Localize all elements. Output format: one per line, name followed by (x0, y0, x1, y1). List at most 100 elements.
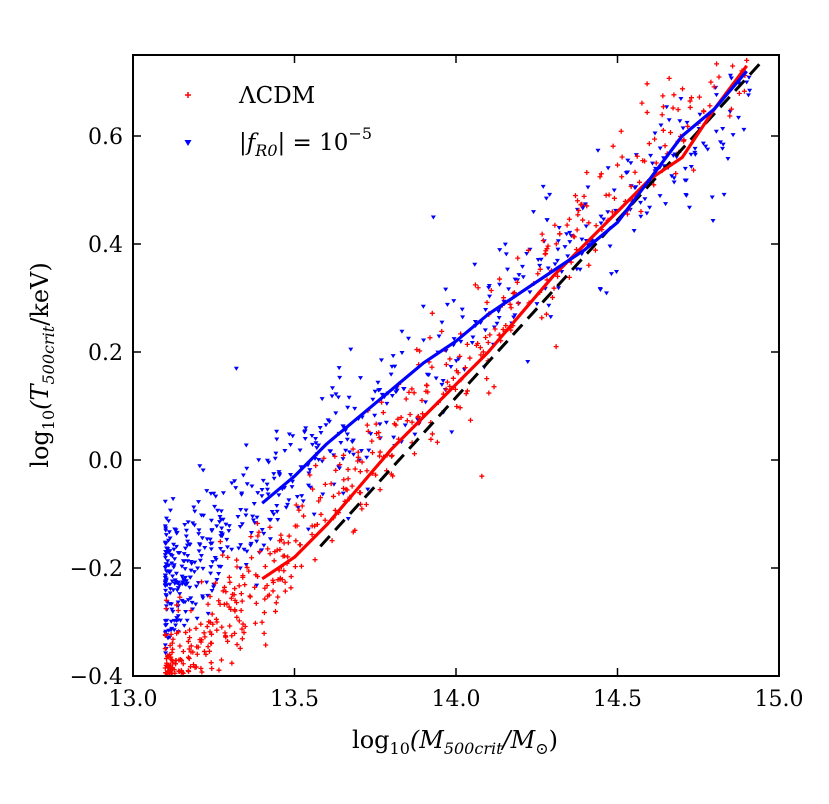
fr0-point (682, 166, 688, 171)
lcdm-point (288, 585, 294, 591)
fr0-point (211, 585, 217, 590)
lcdm-point (549, 294, 555, 300)
fr0-point (741, 127, 747, 132)
fr0-point (173, 544, 179, 549)
y-axis-label: log10(T500crit/keV) (26, 262, 58, 467)
fr0-point (163, 577, 169, 582)
lcdm-point (586, 262, 592, 268)
lcdm-point (345, 466, 351, 472)
fr0-point (345, 516, 351, 521)
lcdm-point (240, 574, 246, 580)
lcdm-point (443, 386, 449, 392)
lcdm-point (180, 661, 186, 667)
fr0-point (302, 437, 308, 442)
lcdm-point (447, 356, 453, 362)
lcdm-point (312, 557, 318, 563)
fr0-point (182, 522, 188, 527)
lcdm-point (624, 211, 630, 217)
fr0-point (430, 215, 436, 220)
fr0-point (680, 126, 686, 131)
lcdm-point (411, 390, 417, 396)
fr0-point (181, 623, 187, 628)
fr0-point (182, 567, 188, 572)
lcdm-point (239, 626, 245, 632)
fr0-point (318, 430, 324, 435)
fr0-point (249, 484, 255, 489)
fr0-point (163, 594, 169, 599)
lcdm-point (337, 462, 343, 468)
fr0-point (195, 566, 201, 571)
fr0-point (162, 499, 168, 504)
fr0-point (632, 186, 638, 191)
fr0-point (671, 176, 677, 181)
fr0-point (211, 491, 217, 496)
lcdm-point (317, 495, 323, 501)
fr0-point (692, 146, 698, 151)
fr0-point (179, 574, 185, 579)
lcdm-point (241, 630, 247, 636)
fr0-point (273, 451, 279, 456)
fr0-point (512, 277, 518, 282)
lcdm-point (359, 506, 365, 512)
fr0-point (171, 563, 177, 568)
lcdm-point (262, 585, 268, 591)
fr0-point (631, 229, 637, 234)
lcdm-point (169, 640, 175, 646)
fr0-point (264, 482, 270, 487)
lcdm-point (492, 326, 498, 332)
fr0-point (169, 626, 175, 631)
lcdm-point (685, 123, 691, 129)
legend-label-fr0-sub: R0 (254, 141, 277, 160)
fr0-point (209, 588, 215, 593)
fr0-point (260, 478, 266, 483)
fr0-point (649, 161, 655, 166)
fr0-point (443, 287, 449, 292)
fr0-point (674, 155, 680, 160)
lcdm-point (376, 435, 382, 441)
lcdm-point (373, 421, 379, 427)
fr0-point (213, 494, 219, 499)
lcdm-point (404, 418, 410, 424)
lcdm-point (163, 606, 169, 612)
lcdm-point (225, 638, 231, 644)
fr0-point (700, 141, 706, 146)
fr0-point (215, 508, 221, 513)
fr0-point (171, 565, 177, 570)
fr0-point (219, 526, 225, 531)
fr0-point (336, 366, 342, 371)
legend-marker-lcdm (185, 92, 191, 98)
lcdm-point (318, 511, 324, 517)
lcdm-point (239, 598, 245, 604)
lcdm-point (364, 422, 370, 428)
fr0-point (261, 543, 267, 548)
lcdm-point (450, 375, 456, 381)
fr0-point (224, 545, 230, 550)
lcdm-point (297, 542, 303, 548)
fr0-point (163, 528, 169, 533)
fr0-point (175, 600, 181, 605)
fr0-point (167, 569, 173, 574)
lcdm-point (332, 507, 338, 513)
fr0-point (226, 529, 232, 534)
lcdm-point (255, 573, 261, 579)
fr0-point (458, 339, 464, 344)
lcdm-point (393, 422, 399, 428)
fr0-point (229, 481, 235, 486)
lcdm-point (579, 201, 585, 207)
fr0-point (162, 623, 168, 628)
lcdm-point (232, 607, 238, 613)
lcdm-point (551, 285, 557, 291)
y-label-unit: /keV) (26, 262, 54, 326)
lcdm-point (199, 579, 205, 585)
lcdm-point (597, 174, 603, 180)
lcdm-point (234, 614, 240, 620)
lcdm-point (417, 348, 423, 354)
lcdm-point (273, 600, 279, 606)
lcdm-point (376, 453, 382, 459)
fr0-point (350, 438, 356, 443)
fr0-point (317, 425, 323, 430)
fr0-point (343, 448, 349, 453)
fr0-point (243, 513, 249, 518)
fr0-point (163, 526, 169, 531)
fr0-point (713, 129, 719, 134)
